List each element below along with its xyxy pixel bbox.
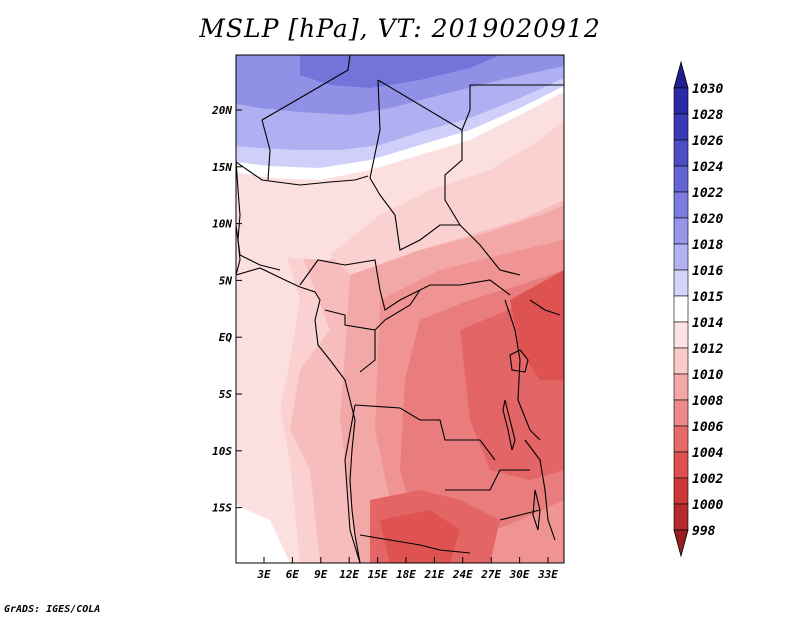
colorbar-label: 1006 xyxy=(692,420,723,435)
colorbar-label: 998 xyxy=(692,524,716,539)
lon-tick-label: 27E xyxy=(480,568,501,581)
border-line xyxy=(344,259,511,311)
longitude-axis: 3E 6E 9E 12E 15E 18E 21E 24E 27E 30E 33E xyxy=(256,557,558,581)
colorbar-swatch xyxy=(673,321,689,349)
colorbar-label: 1020 xyxy=(692,212,723,227)
colorbar-label: 1024 xyxy=(692,160,723,175)
colorbar-label: 1026 xyxy=(692,134,723,149)
lake-victoria xyxy=(509,349,529,373)
colorbar-swatch xyxy=(673,477,689,505)
colorbar-label: 1016 xyxy=(692,264,723,279)
colorbar-swatch xyxy=(673,191,689,219)
chart-title: MSLP [hPa], VT: 2019020912 xyxy=(199,14,601,43)
colorbar-label: 1008 xyxy=(692,394,723,409)
lat-tick-label: 10N xyxy=(212,218,232,231)
field-1014-southwest xyxy=(236,505,290,563)
colorbar-swatch xyxy=(673,113,689,141)
lat-tick-label: 5N xyxy=(219,274,233,287)
border-line xyxy=(344,404,361,563)
colorbar-label: 1010 xyxy=(692,368,723,383)
border-line xyxy=(324,309,376,373)
colorbar-swatch xyxy=(673,243,689,271)
border-line xyxy=(354,404,496,461)
colorbar-label: 1015 xyxy=(692,290,723,305)
lat-tick-label: EQ xyxy=(219,331,233,344)
lon-tick-label: 12E xyxy=(339,568,359,581)
field-1011-north xyxy=(330,120,564,275)
colorbar-label: 1022 xyxy=(692,186,723,201)
pressure-field xyxy=(236,55,564,563)
colorbar-swatch xyxy=(673,165,689,193)
border-line xyxy=(261,119,271,181)
colorbar-swatch xyxy=(673,295,689,323)
border-line xyxy=(236,161,369,186)
border-line xyxy=(445,469,530,491)
colorbar-swatch xyxy=(673,347,689,375)
latitude-axis: 20N 15N 10N 5N EQ 5S 10S 15S xyxy=(211,104,242,515)
colorbar-swatch xyxy=(673,399,689,427)
lon-tick-label: 30E xyxy=(509,568,530,581)
lon-tick-label: 15E xyxy=(368,568,388,581)
lon-tick-label: 21E xyxy=(423,568,444,581)
colorbar-swatch xyxy=(673,139,689,167)
colorbar: 1030 1028 1026 1024 1022 1020 1018 1016 1015 1014… xyxy=(673,60,723,558)
colorbar-swatch xyxy=(673,269,689,297)
lat-tick-label: 20N xyxy=(211,104,232,117)
border-line xyxy=(394,214,521,276)
lon-tick-label: 18E xyxy=(396,568,416,581)
coastline xyxy=(236,267,361,563)
colorbar-swatch xyxy=(673,425,689,453)
border-line xyxy=(444,130,463,226)
colorbar-label: 1018 xyxy=(692,238,723,253)
colorbar-swatch xyxy=(673,503,689,531)
lake-tanganyika xyxy=(502,399,516,451)
border-line xyxy=(504,299,541,441)
colorbar-bottom-arrow xyxy=(673,529,689,558)
lon-tick-label: 33E xyxy=(537,568,558,581)
country-borders xyxy=(236,55,564,563)
lat-tick-label: 15S xyxy=(212,502,232,515)
border-line xyxy=(524,439,556,541)
border-line xyxy=(374,289,421,331)
colorbar-swatch xyxy=(673,373,689,401)
colorbar-label: 1004 xyxy=(692,446,723,461)
colorbar-top-arrow xyxy=(673,60,689,89)
colorbar-label: 1030 xyxy=(692,82,723,97)
lat-tick-label: 5S xyxy=(219,388,233,401)
colorbar-swatch xyxy=(673,217,689,245)
lon-tick-label: 6E xyxy=(286,568,300,581)
border-line xyxy=(261,55,351,121)
lon-tick-label: 9E xyxy=(314,568,328,581)
colorbar-label: 1000 xyxy=(692,498,723,513)
coastline xyxy=(236,159,241,276)
colorbar-swatch xyxy=(673,87,689,115)
border-line xyxy=(359,534,471,554)
field-1004-east xyxy=(510,270,564,380)
border-line xyxy=(369,79,396,216)
colorbar-label: 1028 xyxy=(692,108,723,123)
lake-malawi xyxy=(532,489,541,531)
colorbar-label: 1012 xyxy=(692,342,723,357)
grads-credit: GrADS: IGES/COLA xyxy=(4,604,101,615)
colorbar-label: 1002 xyxy=(692,472,723,487)
lon-tick-label: 24E xyxy=(452,568,473,581)
border-line xyxy=(299,259,346,286)
border-line xyxy=(529,299,561,316)
field-1020 xyxy=(300,55,500,88)
border-line xyxy=(377,79,564,131)
colorbar-label: 1014 xyxy=(692,316,723,331)
colorbar-swatch xyxy=(673,451,689,479)
field-1012-west xyxy=(236,240,300,563)
lat-tick-label: 10S xyxy=(212,445,232,458)
lat-tick-label: 15N xyxy=(212,161,232,174)
map-frame xyxy=(235,54,565,564)
lon-tick-label: 3E xyxy=(256,568,271,581)
